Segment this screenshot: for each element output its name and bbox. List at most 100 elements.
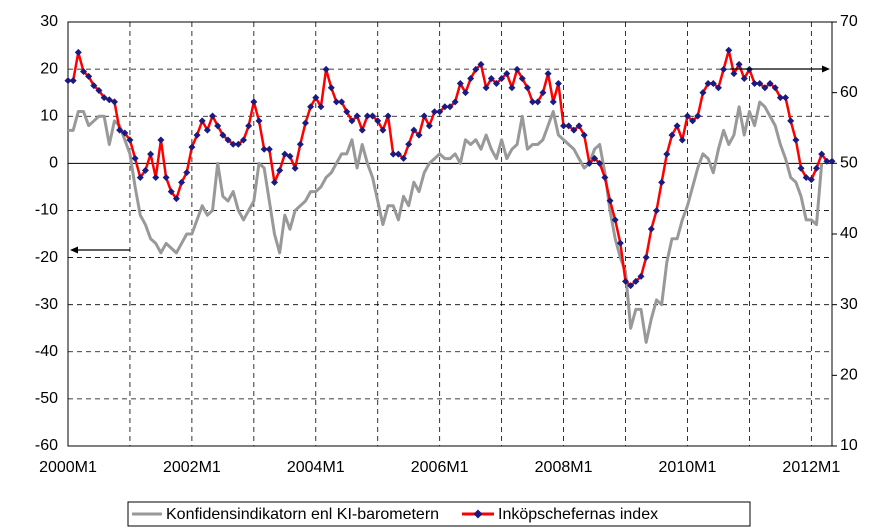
marker bbox=[627, 282, 635, 290]
marker bbox=[689, 117, 697, 125]
y-tick-label: -30 bbox=[35, 296, 58, 313]
marker bbox=[425, 122, 433, 130]
marker bbox=[441, 103, 449, 111]
marker bbox=[622, 277, 630, 285]
marker bbox=[472, 65, 480, 73]
arrow-right-head bbox=[822, 65, 830, 73]
marker bbox=[503, 70, 511, 78]
marker bbox=[116, 126, 124, 134]
marker bbox=[554, 79, 562, 87]
marker bbox=[565, 122, 573, 130]
marker bbox=[513, 65, 521, 73]
marker bbox=[606, 197, 614, 205]
y-tick-label: 30 bbox=[40, 13, 58, 30]
marker bbox=[307, 103, 315, 111]
marker bbox=[126, 136, 134, 144]
marker bbox=[740, 75, 748, 83]
marker bbox=[813, 164, 821, 172]
marker bbox=[523, 84, 531, 92]
marker bbox=[276, 166, 284, 174]
y2-tick-label: 30 bbox=[840, 296, 858, 313]
marker bbox=[188, 143, 196, 151]
marker bbox=[776, 94, 784, 102]
y2-tick-label: 10 bbox=[840, 437, 858, 454]
marker bbox=[69, 77, 77, 85]
y2-tick-label: 20 bbox=[840, 367, 858, 384]
marker bbox=[720, 65, 728, 73]
marker bbox=[451, 98, 459, 106]
marker bbox=[709, 79, 717, 87]
marker bbox=[663, 150, 671, 158]
marker bbox=[281, 150, 289, 158]
y-tick-label: -20 bbox=[35, 249, 58, 266]
marker bbox=[172, 195, 180, 203]
marker bbox=[766, 79, 774, 87]
marker bbox=[673, 122, 681, 130]
y2-tick-label: 40 bbox=[840, 225, 858, 242]
y-tick-label: 0 bbox=[49, 155, 58, 172]
marker bbox=[312, 94, 320, 102]
marker bbox=[637, 272, 645, 280]
marker bbox=[735, 60, 743, 68]
marker bbox=[580, 131, 588, 139]
marker bbox=[534, 98, 542, 106]
marker bbox=[260, 145, 268, 153]
marker bbox=[203, 126, 211, 134]
legend-marker bbox=[473, 509, 483, 519]
marker bbox=[725, 46, 733, 54]
marker bbox=[560, 122, 568, 130]
marker bbox=[694, 112, 702, 120]
marker bbox=[64, 77, 72, 85]
marker bbox=[591, 154, 599, 162]
marker bbox=[570, 126, 578, 134]
marker bbox=[807, 176, 815, 184]
marker bbox=[802, 173, 810, 181]
marker bbox=[611, 216, 619, 224]
marker bbox=[596, 159, 604, 167]
marker bbox=[792, 136, 800, 144]
y-tick-label: 10 bbox=[40, 107, 58, 124]
marker bbox=[363, 112, 371, 120]
marker bbox=[652, 207, 660, 215]
marker bbox=[85, 72, 93, 80]
marker bbox=[167, 188, 175, 196]
x-tick-label: 2006M1 bbox=[411, 459, 469, 476]
marker bbox=[782, 94, 790, 102]
marker bbox=[240, 136, 248, 144]
marker bbox=[704, 79, 712, 87]
marker bbox=[658, 178, 666, 186]
marker bbox=[193, 131, 201, 139]
marker bbox=[487, 75, 495, 83]
x-tick-label: 2000M1 bbox=[39, 459, 97, 476]
marker bbox=[100, 94, 108, 102]
marker bbox=[642, 253, 650, 261]
marker bbox=[575, 122, 583, 130]
marker bbox=[74, 48, 82, 56]
legend-label: Inköpschefernas index bbox=[498, 506, 658, 523]
marker bbox=[358, 126, 366, 134]
marker bbox=[95, 87, 103, 95]
marker bbox=[498, 75, 506, 83]
y2-tick-label: 60 bbox=[840, 84, 858, 101]
y-tick-label: 20 bbox=[40, 60, 58, 77]
marker bbox=[245, 122, 253, 130]
marker bbox=[529, 98, 537, 106]
marker bbox=[818, 150, 826, 158]
marker bbox=[250, 98, 258, 106]
marker bbox=[797, 164, 805, 172]
marker bbox=[374, 117, 382, 125]
marker bbox=[420, 112, 428, 120]
grid bbox=[68, 21, 832, 447]
marker bbox=[79, 67, 87, 75]
marker bbox=[492, 79, 500, 87]
marker bbox=[131, 154, 139, 162]
marker bbox=[461, 89, 469, 97]
marker bbox=[549, 98, 557, 106]
x-tick-label: 2002M1 bbox=[163, 459, 221, 476]
marker bbox=[301, 119, 309, 127]
marker bbox=[405, 140, 413, 148]
x-tick-label: 2010M1 bbox=[659, 459, 717, 476]
marker bbox=[400, 154, 408, 162]
y-tick-label: -60 bbox=[35, 437, 58, 454]
